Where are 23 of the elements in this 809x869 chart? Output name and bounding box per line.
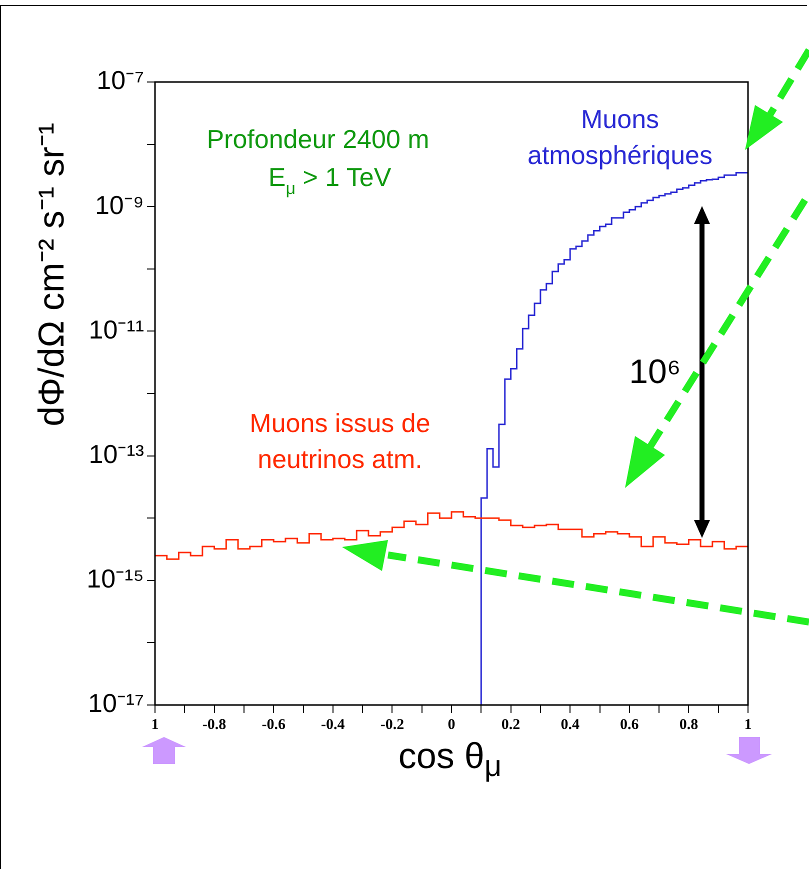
x-tick-label: 1 [744, 716, 752, 733]
x-tick-label: 0 [448, 716, 456, 733]
y-tick-label: 10⁻¹⁷ [88, 688, 144, 718]
x-tick-label: -0.6 [262, 716, 286, 733]
annotation: 10⁶ [629, 353, 681, 391]
y-tick-label: 10⁻¹⁵ [86, 564, 144, 594]
series-label: Muons atmosphériques [528, 104, 712, 170]
x-tick-label: 0.8 [679, 716, 698, 733]
y-tick-label: 10⁻¹³ [88, 438, 144, 469]
x-tick-label: -0.2 [380, 716, 404, 733]
annotation: Profondeur 2400 m [206, 124, 430, 154]
y-axis-title: dΦ/dΩ cm⁻² s⁻¹ sr⁻¹ [30, 122, 72, 428]
x-tick-label: 0.6 [620, 716, 640, 733]
x-tick-label: 0.4 [560, 716, 580, 733]
x-tick-label: 0.2 [501, 716, 520, 733]
series-label: Muons issus de neutrinos atm. [250, 408, 430, 474]
x-tick-label: -0.8 [202, 716, 226, 733]
y-tick-label: 10⁻⁹ [94, 190, 144, 220]
y-tick-label: 10⁻¹¹ [88, 314, 144, 344]
y-tick-label: 10⁻⁷ [96, 65, 144, 96]
x-tick-label: -0.4 [321, 716, 346, 733]
x-axis-title: cos θ$_{μ}$ [397, 735, 503, 784]
x-tick-label: 1 [151, 716, 159, 733]
